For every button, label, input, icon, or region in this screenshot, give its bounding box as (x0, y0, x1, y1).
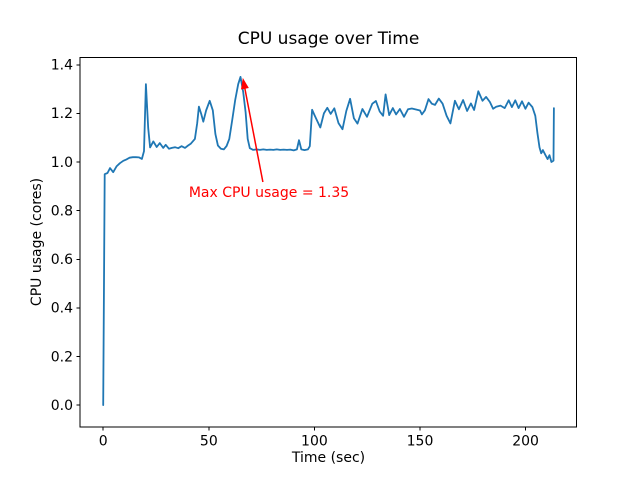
x-tick-label: 200 (512, 434, 539, 450)
y-tick-label: 1.0 (51, 155, 73, 171)
axes-border (79, 57, 577, 428)
y-tick-label: 1.2 (51, 106, 73, 122)
x-tick-label: 50 (200, 434, 218, 450)
y-tick-label: 0.4 (51, 301, 73, 317)
x-tick-label: 100 (301, 434, 328, 450)
y-tick-label: 0.2 (51, 349, 73, 365)
x-tick-label: 0 (99, 434, 108, 450)
y-tick-label: 0.0 (51, 398, 73, 414)
y-tick-label: 1.4 (51, 58, 73, 74)
y-axis-label: CPU usage (cores) (29, 177, 45, 307)
chart-title: CPU usage over Time (237, 29, 420, 49)
max-cpu-annotation: Max CPU usage = 1.35 (188, 185, 350, 201)
x-tick-label: 150 (407, 434, 434, 450)
cpu-usage-line (102, 76, 555, 407)
annotation-arrow-head (240, 77, 249, 90)
y-tick-label: 0.8 (51, 203, 73, 219)
x-axis-label: Time (sec) (291, 450, 366, 466)
annotation-arrow-line (243, 86, 264, 183)
y-tick-label: 0.6 (51, 252, 73, 268)
